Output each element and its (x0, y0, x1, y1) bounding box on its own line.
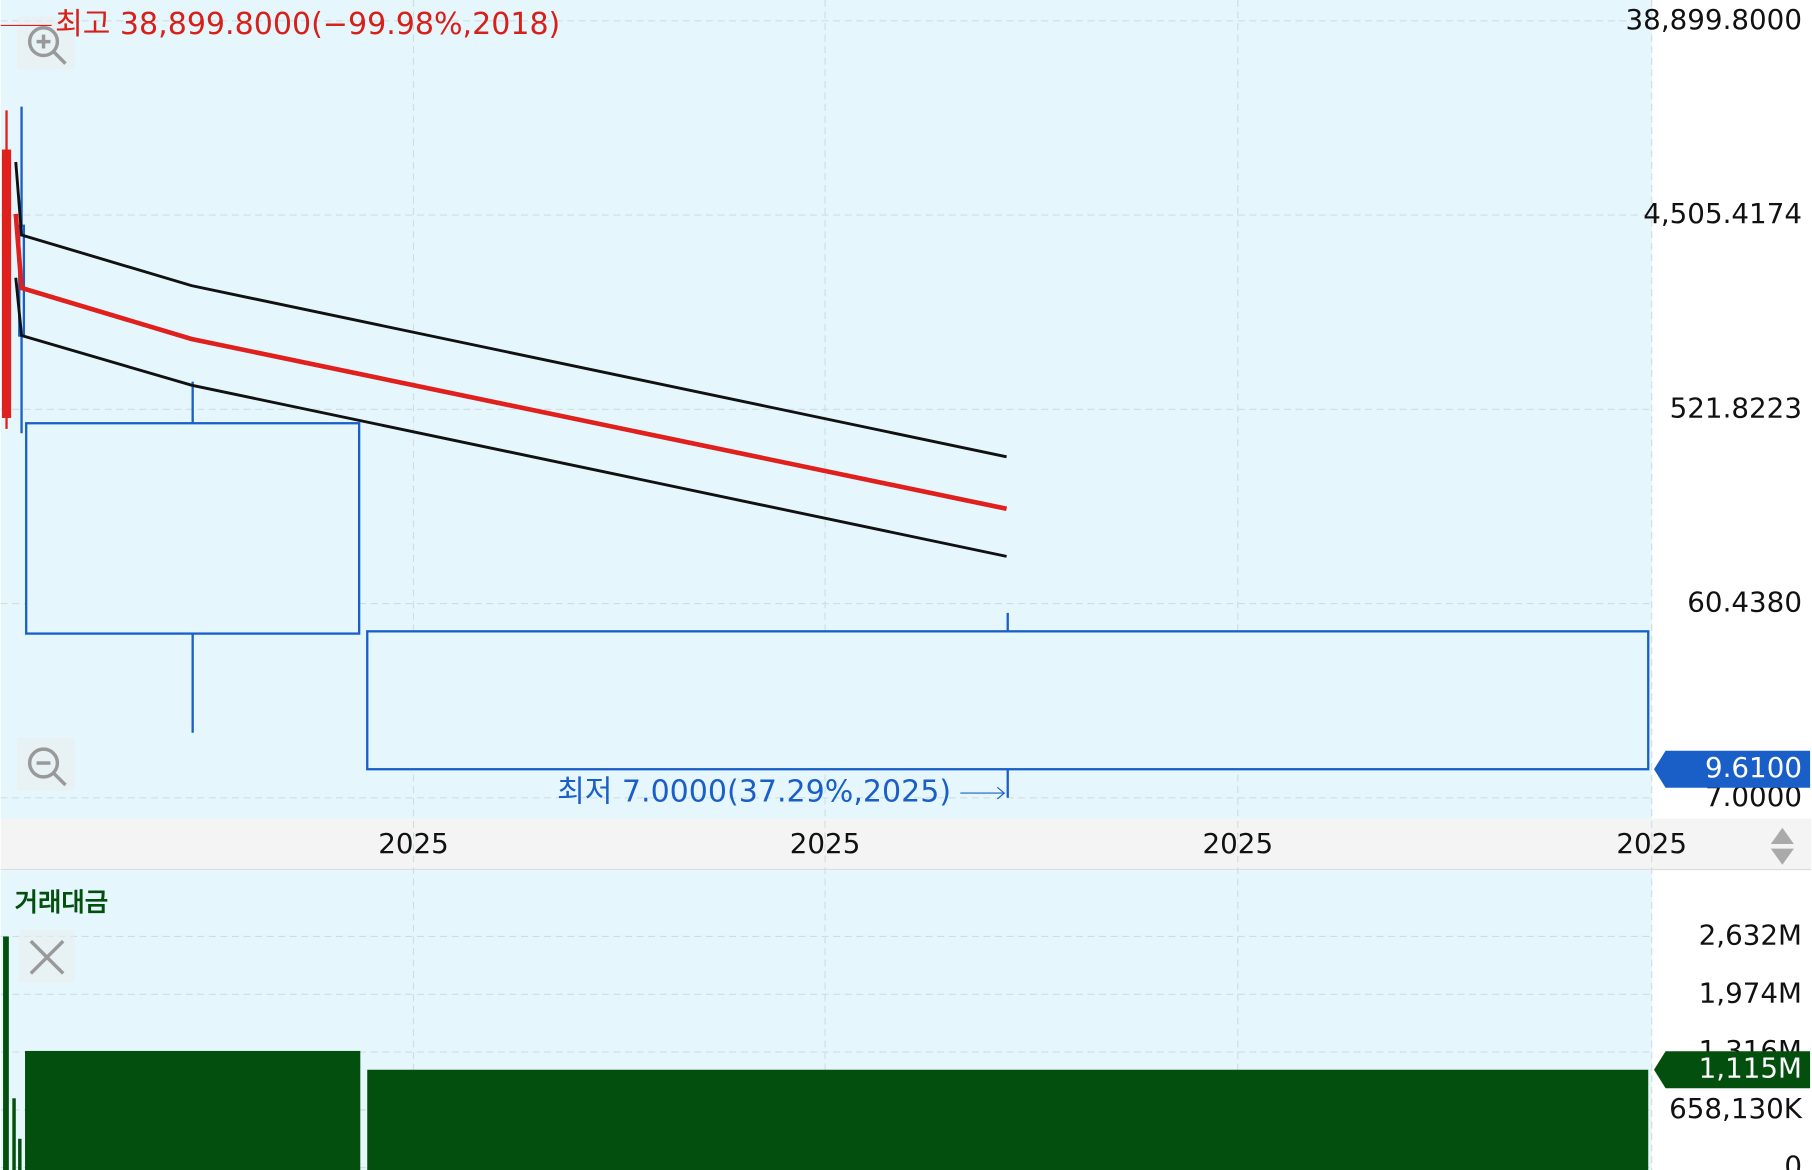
candle-body (366, 630, 1650, 771)
low-annotation: 최저 7.0000(37.29%,2025) (557, 775, 951, 810)
scroll-up[interactable] (1770, 827, 1794, 844)
volume-bar (3, 936, 9, 1170)
candle-body (1, 149, 12, 418)
y-tick-label: 38,899.8000 (1626, 3, 1802, 36)
y-tick-label: 1,974M (1699, 976, 1802, 1009)
current-price-label: 9.6100 (1705, 751, 1802, 784)
x-tick-label: 2025 (1616, 827, 1687, 860)
zoom-in-icon[interactable] (52, 50, 67, 65)
y-tick-label: 2,632M (1699, 918, 1802, 951)
y-tick-label: 4,505.4174 (1643, 197, 1802, 230)
volume-bar (12, 1098, 16, 1170)
low-arrow (960, 786, 1006, 800)
volume-bar (18, 1138, 22, 1170)
zoom-out[interactable] (16, 737, 75, 791)
band-line (14, 277, 1007, 558)
scroll-down[interactable] (1770, 848, 1794, 865)
band-line (13, 213, 1008, 512)
current-volume-tag (1654, 1051, 1811, 1089)
volume-title: 거래대금 (15, 887, 109, 917)
current-price-tag (1654, 750, 1811, 788)
band-line (14, 161, 1007, 459)
x-axis-strip (0, 818, 1812, 871)
x-tick-label: 2025 (1203, 827, 1274, 860)
x-tick-label: 2025 (790, 827, 861, 860)
marks (1, 106, 1650, 1170)
y-tick-label: 0 (1784, 1150, 1802, 1170)
zoom-out-icon[interactable] (52, 772, 67, 787)
candle-body (25, 422, 361, 635)
zoom-in-icon[interactable] (27, 26, 60, 58)
volume-bar (25, 1050, 361, 1170)
axis-scroll[interactable] (1770, 827, 1794, 865)
volume-bar (367, 1069, 1649, 1170)
y-tick-label: 521.8223 (1670, 391, 1802, 424)
high-annotation: 최고 38,899.8000(−99.98%,2018) (55, 7, 560, 42)
current-volume-label: 1,115M (1699, 1052, 1802, 1085)
close-icon[interactable] (29, 939, 65, 975)
x-tick-label: 2025 (378, 827, 449, 860)
close-volume[interactable] (19, 929, 75, 983)
y-tick-label: 658,130K (1669, 1092, 1803, 1125)
zoom-in-icon[interactable] (36, 34, 51, 49)
zoom-out-icon[interactable] (27, 747, 60, 779)
y-tick-label: 60.4380 (1687, 586, 1802, 619)
